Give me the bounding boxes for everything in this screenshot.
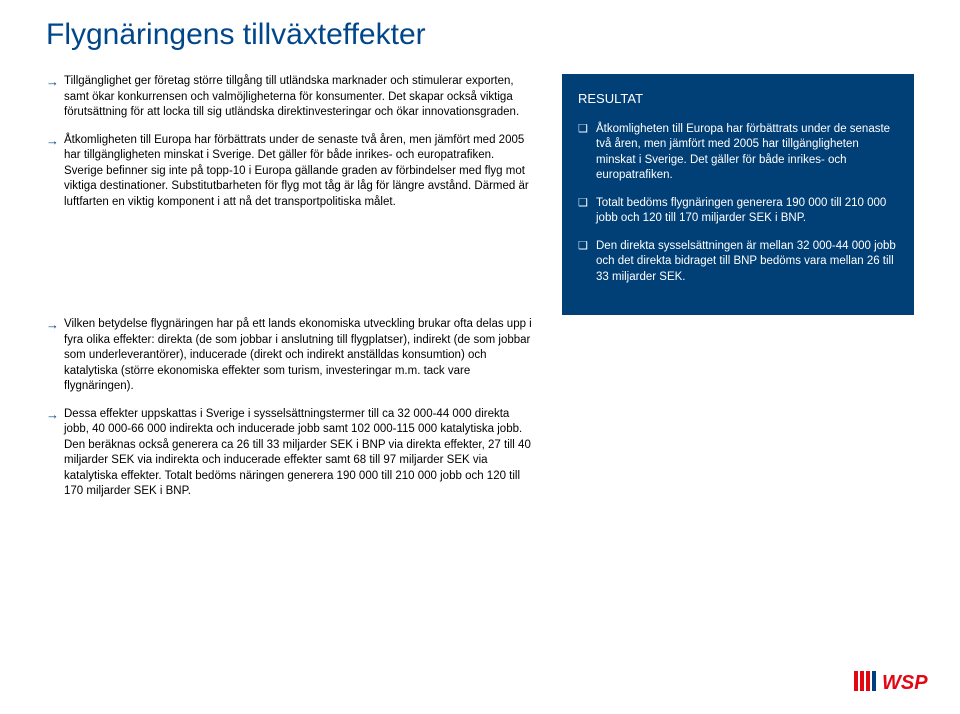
bullet-item: → Vilken betydelse flygnäringen har på e… <box>46 317 536 395</box>
bullet-text: Tillgänglighet ger företag större tillgå… <box>64 74 536 121</box>
arrow-icon: → <box>46 407 64 500</box>
square-icon: ❑ <box>578 239 596 286</box>
square-icon: ❑ <box>578 122 596 184</box>
result-text: Totalt bedöms flygnäringen generera 190 … <box>596 196 898 227</box>
left-column: → Tillgänglighet ger företag större till… <box>46 74 536 315</box>
result-item: ❑ Totalt bedöms flygnäringen generera 19… <box>578 196 898 227</box>
square-icon: ❑ <box>578 196 596 227</box>
result-box: RESULTAT ❑ Åtkomligheten till Europa har… <box>562 74 914 315</box>
lower-bullets: → Vilken betydelse flygnäringen har på e… <box>46 317 914 500</box>
bullet-item: → Åtkomligheten till Europa har förbättr… <box>46 133 536 211</box>
result-text: Den direkta sysselsättningen är mellan 3… <box>596 239 898 286</box>
page-title: Flygnäringens tillväxteffekter <box>46 18 914 52</box>
bullet-text: Åtkomligheten till Europa har förbättrat… <box>64 133 536 211</box>
bullet-item: → Tillgänglighet ger företag större till… <box>46 74 536 121</box>
wsp-logo: WSP <box>854 665 940 702</box>
arrow-icon: → <box>46 133 64 211</box>
arrow-icon: → <box>46 74 64 121</box>
arrow-icon: → <box>46 317 64 395</box>
bullet-item: → Dessa effekter uppskattas i Sverige i … <box>46 407 536 500</box>
result-heading: RESULTAT <box>578 90 898 108</box>
result-item: ❑ Den direkta sysselsättningen är mellan… <box>578 239 898 286</box>
result-item: ❑ Åtkomligheten till Europa har förbättr… <box>578 122 898 184</box>
bullet-text: Vilken betydelse flygnäringen har på ett… <box>64 317 536 395</box>
result-text: Åtkomligheten till Europa har förbättrat… <box>596 122 898 184</box>
logo-text: WSP <box>882 672 928 694</box>
right-column: RESULTAT ❑ Åtkomligheten till Europa har… <box>562 74 914 315</box>
bullet-text: Dessa effekter uppskattas i Sverige i sy… <box>64 407 536 500</box>
